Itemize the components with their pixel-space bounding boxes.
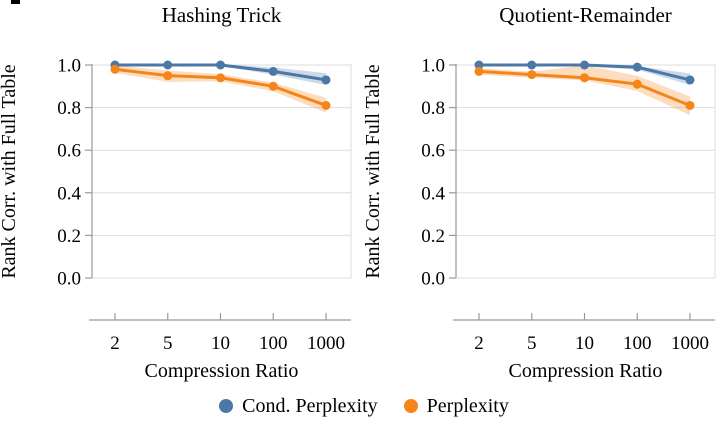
- x-axis-title: Compression Ratio: [145, 360, 299, 382]
- data-point: [527, 70, 537, 80]
- data-point: [216, 60, 225, 70]
- data-point: [474, 60, 484, 70]
- x-axis-title: Compression Ratio: [509, 360, 663, 382]
- x-tick-label: 100: [623, 333, 652, 354]
- y-tick-label: 0.0: [421, 269, 445, 290]
- panel-title: Hashing Trick: [162, 3, 282, 27]
- y-tick-label: 0.2: [421, 226, 445, 247]
- y-tick-label: 0.6: [57, 141, 81, 162]
- data-point: [685, 100, 695, 110]
- y-tick-label: 0.8: [57, 98, 81, 119]
- y-tick-label: 0.8: [421, 98, 445, 119]
- data-point: [527, 60, 537, 70]
- data-point: [268, 66, 278, 76]
- x-tick-label: 10: [211, 333, 230, 354]
- x-tick-label: 5: [163, 333, 173, 354]
- data-point: [321, 75, 331, 85]
- crop-artifact-mark: [11, 0, 20, 4]
- x-tick-label: 1000: [307, 333, 345, 354]
- y-tick-label: 0.4: [57, 183, 81, 204]
- panel-title: Quotient-Remainder: [499, 3, 672, 27]
- data-point: [110, 64, 120, 74]
- y-tick-label: 0.0: [57, 269, 81, 290]
- y-tick-label: 1.0: [421, 56, 445, 77]
- legend-marker-circle-icon: [219, 399, 234, 413]
- x-tick-label: 100: [259, 333, 288, 354]
- y-tick-label: 0.6: [421, 141, 445, 162]
- y-axis-title: Rank Corr. with Full Table: [364, 64, 384, 278]
- data-point: [685, 75, 695, 85]
- x-tick-label: 2: [110, 333, 120, 354]
- data-point: [632, 62, 642, 72]
- legend-item: Cond. Perplexity: [219, 396, 378, 416]
- data-point: [163, 71, 173, 81]
- x-tick-label: 1000: [671, 333, 709, 354]
- y-tick-label: 0.2: [57, 226, 81, 247]
- x-tick-label: 2: [474, 333, 484, 354]
- legend-marker-circle-icon: [403, 399, 418, 413]
- data-point: [632, 79, 642, 89]
- y-tick-label: 1.0: [57, 56, 81, 77]
- data-point: [216, 73, 225, 83]
- y-tick-label: 0.4: [421, 183, 445, 204]
- chart-panel-hashing-trick: 1.0 0.8 0.6 0.4 0.2 0.0 Rank Corr. with Full T…: [0, 3, 352, 382]
- legend-item: Perplexity: [403, 395, 509, 417]
- y-axis-title: Rank Corr. with Full Table: [0, 64, 20, 278]
- x-tick-label: 5: [527, 333, 537, 354]
- legend-label: Cond. Perplexity: [242, 395, 378, 417]
- data-point: [163, 60, 173, 70]
- data-point: [474, 66, 484, 76]
- legend-label: Perplexity: [426, 395, 509, 417]
- data-point: [268, 81, 278, 91]
- chart-panel-quotient-remainder: 1.0 0.8 0.6 0.4 0.2 0.0 Rank Corr. with Full T…: [364, 3, 716, 382]
- data-point: [321, 100, 331, 110]
- chart-legend: Cond. Perplexity Perplexity: [0, 391, 728, 421]
- x-tick-label: 10: [575, 333, 594, 354]
- data-point: [580, 60, 589, 70]
- data-point: [580, 73, 589, 83]
